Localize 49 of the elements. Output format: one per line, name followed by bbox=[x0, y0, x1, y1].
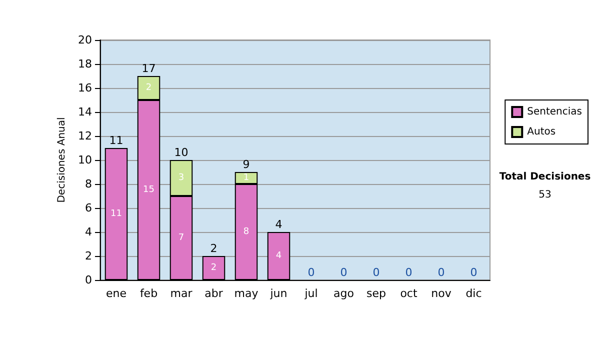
total-label: 17 bbox=[142, 62, 156, 75]
y-tick-label: 8 bbox=[85, 178, 92, 190]
total-label: 0 bbox=[470, 266, 478, 279]
x-tick-label: nov bbox=[431, 287, 452, 300]
x-tick-label: jun bbox=[269, 287, 288, 300]
y-tick-label: 0 bbox=[85, 274, 92, 286]
total-label: 4 bbox=[275, 218, 282, 231]
text: 53 bbox=[538, 190, 552, 200]
data-label: 4 bbox=[276, 251, 282, 261]
data-label: 15 bbox=[143, 185, 154, 195]
x-tick-label: dic bbox=[466, 287, 482, 300]
data-label: 2 bbox=[146, 83, 152, 93]
data-label: 11 bbox=[110, 209, 122, 219]
data-label: 3 bbox=[178, 173, 184, 183]
y-tick-label: 10 bbox=[78, 154, 92, 166]
y-tick-label: 20 bbox=[78, 34, 92, 46]
total-label: 10 bbox=[174, 146, 188, 159]
text: Total Decisiones bbox=[499, 172, 591, 182]
x-tick-label: sep bbox=[366, 287, 386, 300]
total-label: 11 bbox=[109, 134, 124, 147]
x-tick-label: feb bbox=[140, 287, 158, 300]
data-label: 7 bbox=[178, 233, 184, 243]
x-tick-label: jul bbox=[304, 287, 318, 300]
total-label: 2 bbox=[210, 242, 218, 255]
y-tick-label: 4 bbox=[85, 226, 92, 238]
x-tick-label: mar bbox=[170, 287, 193, 300]
total-label: 0 bbox=[340, 266, 348, 279]
y-tick-label: 18 bbox=[78, 58, 92, 70]
legend-label: Sentencias bbox=[527, 106, 582, 118]
total-label: 9 bbox=[242, 158, 250, 171]
total-label: 0 bbox=[405, 266, 412, 279]
y-tick-label: 6 bbox=[85, 202, 92, 214]
y-axis-title: Decisiones Anual bbox=[56, 117, 68, 203]
total-label: 0 bbox=[308, 266, 315, 279]
x-tick-label: abr bbox=[204, 287, 224, 300]
data-label: 1 bbox=[243, 173, 250, 183]
y-tick-label: 14 bbox=[78, 106, 92, 118]
y-tick-label: 2 bbox=[85, 250, 92, 262]
data-label: 8 bbox=[243, 227, 250, 237]
data-label: 2 bbox=[210, 263, 217, 273]
x-tick-label: may bbox=[234, 287, 259, 300]
x-tick-label: ago bbox=[334, 287, 354, 300]
legend-label: Autos bbox=[527, 126, 556, 138]
y-tick-label: 12 bbox=[78, 130, 92, 142]
y-tick-label: 16 bbox=[78, 82, 92, 94]
x-tick-label: oct bbox=[400, 287, 418, 300]
total-label: 0 bbox=[438, 266, 445, 279]
total-label: 0 bbox=[372, 266, 380, 279]
x-tick-label: ene bbox=[106, 287, 127, 300]
